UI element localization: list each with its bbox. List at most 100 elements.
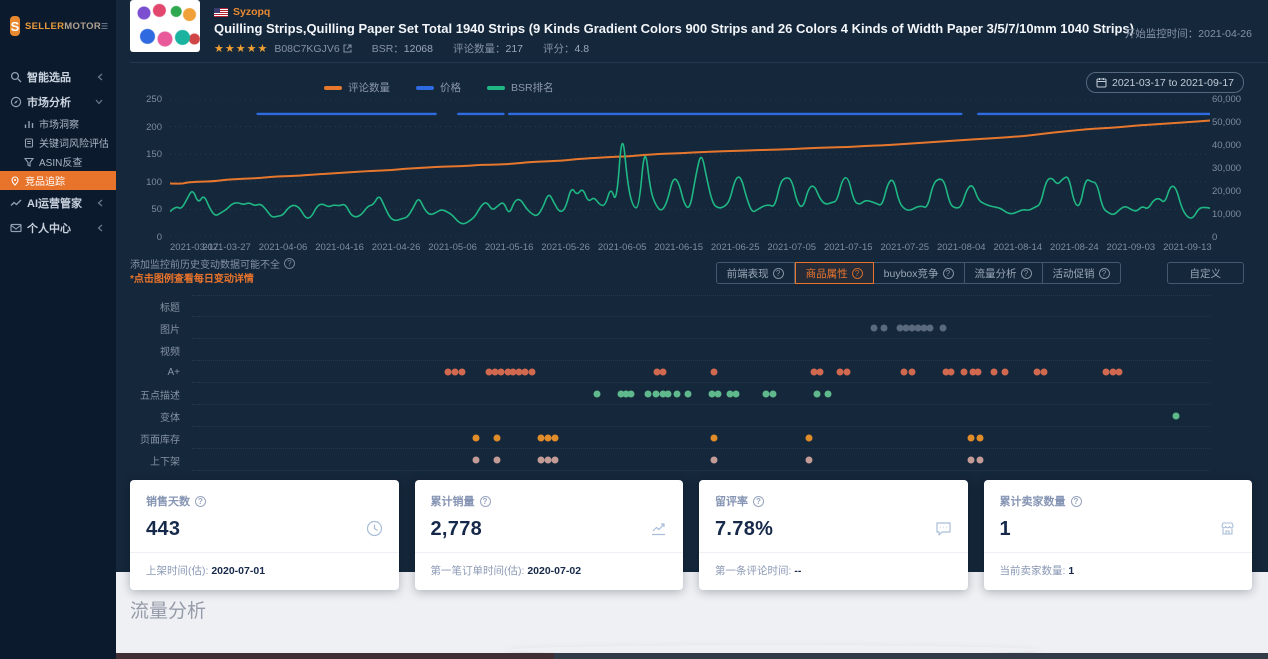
change-event-dot[interactable] (521, 368, 529, 375)
change-event-dot[interactable] (942, 368, 950, 375)
change-event-dot[interactable] (491, 368, 499, 375)
sidebar-item-keyword-risk[interactable]: 关键词风险评估 (0, 133, 116, 152)
change-event-dot[interactable] (926, 324, 934, 331)
legend-item[interactable]: 评论数量 (324, 80, 390, 95)
hamburger-menu-icon[interactable] (101, 20, 108, 32)
change-event-dot[interactable] (673, 390, 681, 397)
change-event-dot[interactable] (593, 390, 601, 397)
change-event-dot[interactable] (708, 390, 716, 397)
tab-promotions[interactable]: 活动促销? (1042, 262, 1121, 284)
change-event-dot[interactable] (485, 368, 493, 375)
help-icon[interactable]: ? (772, 267, 784, 279)
tab-traffic-analysis[interactable]: 流量分析? (964, 262, 1043, 284)
change-event-dot[interactable] (947, 368, 955, 375)
change-event-dot[interactable] (659, 368, 667, 375)
sidebar-item-ai-manager[interactable]: AI运营管家 (0, 190, 116, 215)
sidebar-item-smart-selection[interactable]: 智能选品 (0, 64, 116, 89)
change-event-dot[interactable] (451, 368, 459, 375)
change-event-dot[interactable] (444, 368, 452, 375)
change-event-dot[interactable] (652, 390, 660, 397)
change-event-dot[interactable] (896, 324, 903, 331)
change-event-dot[interactable] (544, 434, 552, 441)
change-event-dot[interactable] (493, 434, 501, 441)
change-event-dot[interactable] (900, 368, 908, 375)
change-event-dot[interactable] (1033, 368, 1041, 375)
change-event-dot[interactable] (960, 368, 968, 375)
help-icon[interactable]: ? (1098, 267, 1110, 279)
tab-buybox-competition[interactable]: buybox竞争? (873, 262, 965, 284)
change-event-dot[interactable] (684, 390, 692, 397)
change-event-dot[interactable] (769, 390, 777, 397)
change-event-dot[interactable] (969, 368, 977, 375)
change-event-dot[interactable] (515, 368, 523, 375)
change-event-dot[interactable] (714, 390, 722, 397)
change-event-dot[interactable] (472, 456, 480, 463)
sidebar-item-personal-center[interactable]: 个人中心 (0, 215, 116, 240)
change-event-dot[interactable] (902, 324, 910, 331)
sidebar-item-market-analysis[interactable]: 市场分析 (0, 89, 116, 114)
change-event-dot[interactable] (551, 456, 559, 463)
change-event-dot[interactable] (805, 434, 813, 441)
change-event-dot[interactable] (726, 390, 733, 397)
change-event-dot[interactable] (1040, 368, 1048, 375)
change-event-dot[interactable] (880, 324, 888, 331)
change-event-dot[interactable] (622, 390, 630, 397)
change-event-dot[interactable] (1115, 368, 1123, 375)
change-event-dot[interactable] (659, 390, 667, 397)
change-event-dot[interactable] (644, 390, 652, 397)
change-event-dot[interactable] (810, 368, 818, 375)
change-event-dot[interactable] (920, 324, 928, 331)
change-event-dot[interactable] (458, 368, 466, 375)
change-event-dot[interactable] (537, 434, 545, 441)
change-event-dot[interactable] (974, 368, 982, 375)
sidebar-item-asin-lookup[interactable]: ASIN反查 (0, 152, 116, 171)
change-event-dot[interactable] (653, 368, 661, 375)
change-event-dot[interactable] (836, 368, 844, 375)
change-event-dot[interactable] (976, 434, 984, 441)
help-icon[interactable]: ? (851, 267, 863, 279)
legend-item[interactable]: 价格 (416, 80, 461, 95)
change-event-dot[interactable] (710, 456, 718, 463)
change-event-dot[interactable] (762, 390, 770, 397)
change-event-dot[interactable] (908, 324, 916, 331)
change-event-dot[interactable] (537, 456, 545, 463)
help-icon[interactable]: ? (1070, 495, 1082, 507)
change-event-dot[interactable] (732, 390, 740, 397)
help-icon[interactable]: ? (284, 258, 295, 269)
sidebar-item-market-insight[interactable]: 市场洞察 (0, 114, 116, 133)
change-event-dot[interactable] (528, 368, 536, 375)
change-event-dot[interactable] (493, 456, 501, 463)
change-event-dot[interactable] (627, 390, 635, 397)
change-event-dot[interactable] (816, 368, 824, 375)
change-event-dot[interactable] (939, 324, 947, 331)
help-icon[interactable]: ? (1020, 267, 1032, 279)
help-icon[interactable]: ? (479, 495, 491, 507)
change-event-dot[interactable] (617, 390, 625, 397)
sidebar-item-competitor-tracking[interactable]: 竞品追踪 (0, 171, 116, 190)
change-event-dot[interactable] (1109, 368, 1117, 375)
change-event-dot[interactable] (710, 368, 718, 375)
change-event-dot[interactable] (710, 434, 718, 441)
help-icon[interactable]: ? (195, 495, 206, 507)
change-event-dot[interactable] (664, 390, 672, 397)
asin-link[interactable]: B08C7KGJV6 (274, 43, 352, 55)
change-event-dot[interactable] (813, 390, 821, 397)
change-event-dot[interactable] (990, 368, 998, 375)
change-event-dot[interactable] (843, 368, 851, 375)
change-event-dot[interactable] (504, 368, 512, 375)
custom-button[interactable]: 自定义 (1166, 262, 1244, 284)
change-event-dot[interactable] (509, 368, 517, 375)
change-event-dot[interactable] (967, 456, 975, 463)
change-event-dot[interactable] (967, 434, 975, 441)
legend-item[interactable]: BSR排名 (487, 80, 554, 95)
tab-frontend-performance[interactable]: 前端表现? (715, 262, 795, 284)
change-event-dot[interactable] (976, 456, 984, 463)
help-icon[interactable]: ? (753, 495, 764, 507)
change-event-dot[interactable] (1102, 368, 1110, 375)
tab-product-attributes[interactable]: 商品属性? (794, 262, 874, 284)
change-event-dot[interactable] (908, 368, 916, 375)
change-event-dot[interactable] (544, 456, 552, 463)
change-event-dot[interactable] (805, 456, 813, 463)
change-event-dot[interactable] (824, 390, 832, 397)
change-event-dot[interactable] (1172, 412, 1180, 419)
